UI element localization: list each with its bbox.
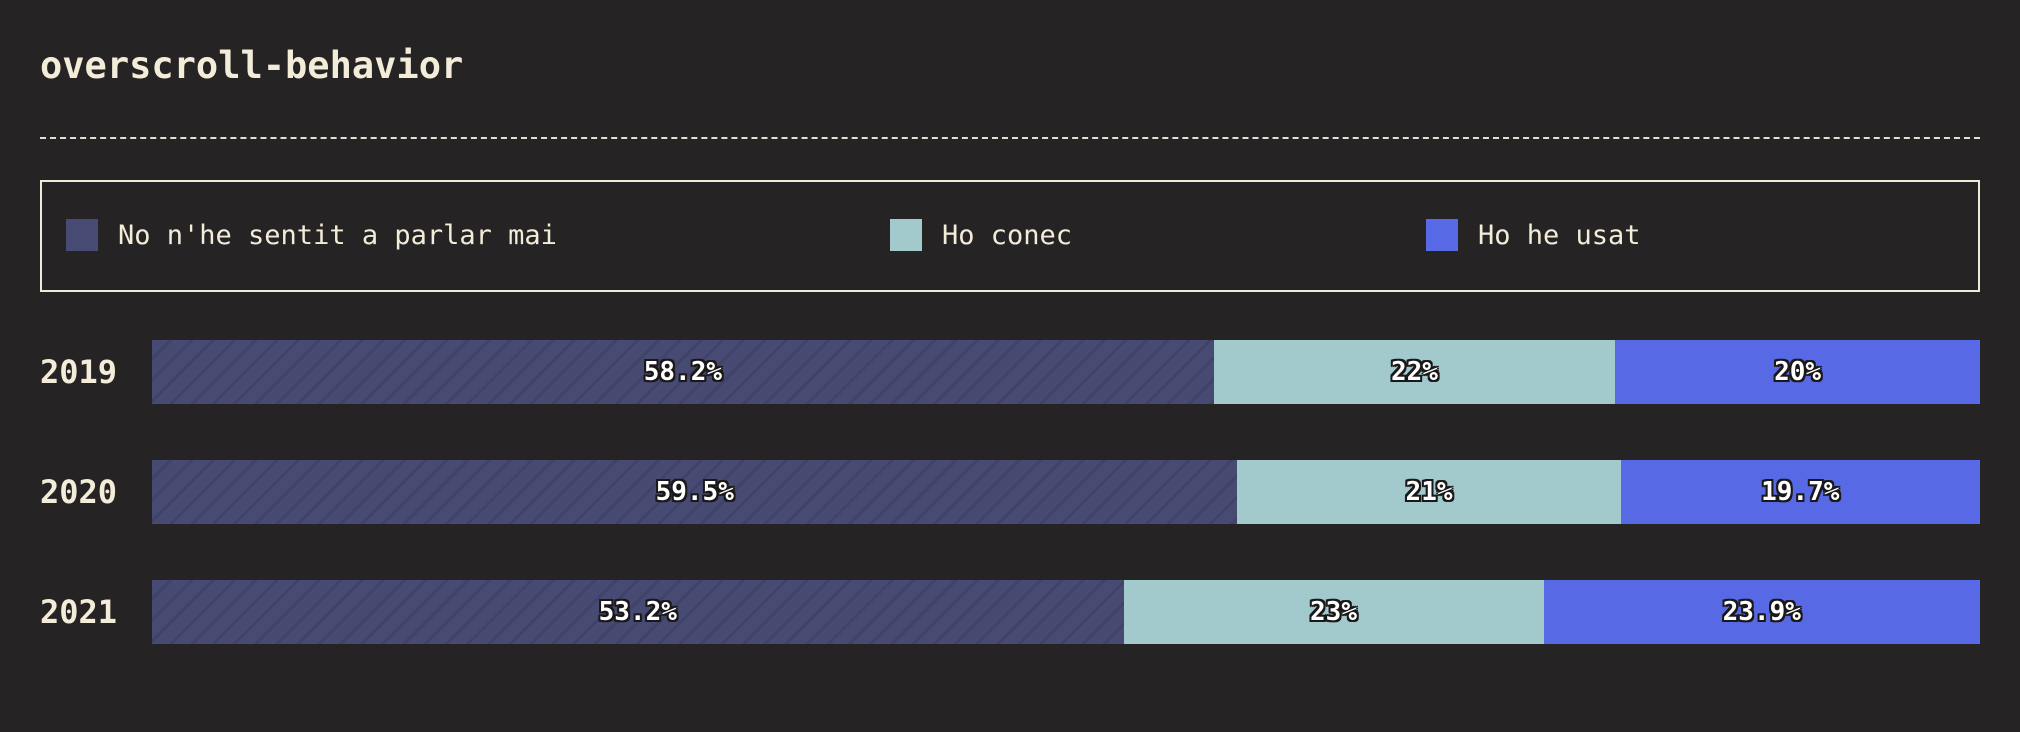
bar-row-2020: 59.5% 21% 19.7% [152,460,1980,524]
bar-data-label: 59.5% [655,477,734,507]
legend-swatch-icon [66,219,98,251]
bar-segment[interactable] [1543,580,1980,644]
legend-label: Ho he usat [1478,219,1641,251]
bar-segment[interactable] [152,460,1238,524]
row-label-2019: 2019 [40,353,118,391]
bar-data-label: 23% [1310,597,1357,627]
bar-data-label: 23.9% [1722,597,1801,627]
bar-segment[interactable] [1123,580,1544,644]
legend-item-know-it[interactable]: Ho conec [890,218,1072,252]
bar-segment[interactable] [1615,340,1980,404]
row-label-2021: 2021 [40,593,118,631]
chart-legend: No n'he sentit a parlar mai Ho conec Ho … [40,180,1980,292]
bar-segment[interactable] [1213,340,1616,404]
bar-data-label: 20% [1774,357,1822,387]
bar-row-2021: 53.2% 23% 23.9% [152,580,1980,644]
title-divider [40,137,1980,139]
legend-label: No n'he sentit a parlar mai [118,219,557,251]
legend-label: Ho conec [942,219,1073,251]
legend-item-used-it[interactable]: Ho he usat [1426,218,1641,252]
bar-data-label: 21% [1405,477,1453,507]
bar-segment[interactable] [152,580,1124,644]
legend-swatch-icon [1426,219,1458,251]
bar-data-label: 22% [1390,357,1438,387]
bar-data-label: 19.7% [1761,477,1840,507]
chart-title: overscroll-behavior [40,44,464,87]
bar-segment[interactable] [1620,460,1980,524]
bar-segment[interactable] [1237,460,1621,524]
bar-data-label: 53.2% [598,597,677,627]
bar-segment[interactable] [152,340,1214,404]
legend-swatch-icon [890,219,922,251]
bar-row-2019: 58.2% 22% 20% [152,340,1980,404]
bar-data-label: 58.2% [643,357,723,387]
legend-item-never-heard[interactable]: No n'he sentit a parlar mai [66,218,557,252]
row-label-2020: 2020 [40,473,118,511]
